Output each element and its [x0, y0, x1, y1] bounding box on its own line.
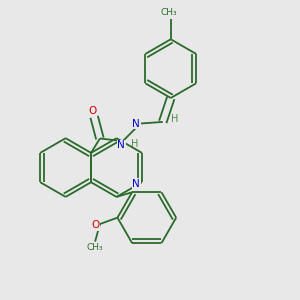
Text: H: H — [171, 114, 178, 124]
Text: H: H — [131, 139, 139, 148]
Text: N: N — [132, 179, 140, 189]
Text: CH₃: CH₃ — [161, 8, 178, 17]
Text: CH₃: CH₃ — [87, 244, 103, 253]
Text: O: O — [88, 106, 97, 116]
Text: N: N — [117, 140, 125, 150]
Text: O: O — [91, 220, 100, 230]
Text: N: N — [132, 118, 140, 128]
